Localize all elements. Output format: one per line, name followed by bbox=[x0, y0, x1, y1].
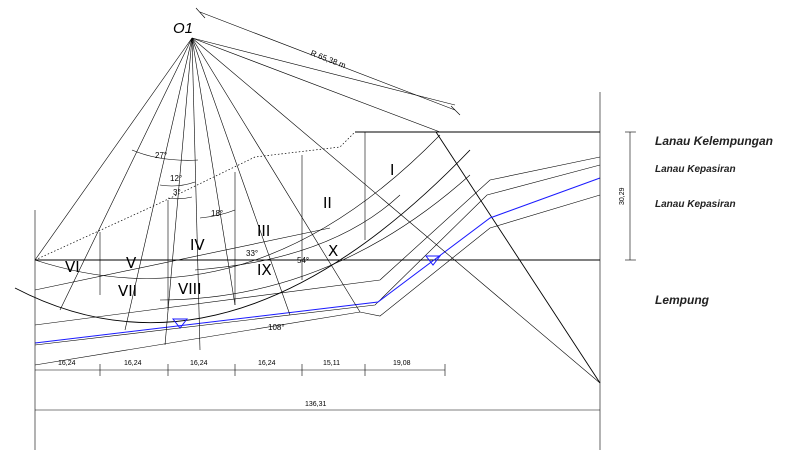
slice-label-9: IX bbox=[257, 261, 272, 279]
angle-label-12: 12° bbox=[170, 174, 182, 183]
layer-label-4: Lempung bbox=[655, 293, 710, 307]
angle-arcs bbox=[131, 149, 236, 219]
angle-label-54: 54° bbox=[297, 256, 309, 265]
layer-label-2: Lanau Kepasiran bbox=[655, 164, 736, 175]
slice-lines bbox=[99, 132, 366, 310]
dim-label-3: 16,24 bbox=[190, 360, 208, 367]
radius-dimension bbox=[195, 7, 461, 116]
dim-label-2: 16,24 bbox=[124, 360, 142, 367]
slip-arcs bbox=[14, 134, 471, 323]
angle-label-3: 3° bbox=[173, 188, 181, 197]
total-dim-label: 136,31 bbox=[305, 401, 327, 408]
layer-boundaries bbox=[34, 156, 601, 366]
slice-label-6: VI bbox=[65, 258, 80, 276]
angle-label-108: 108° bbox=[268, 323, 285, 332]
dim-label-5: 15,11 bbox=[323, 360, 340, 367]
layer-label-1: Lanau Kelempungan bbox=[655, 134, 773, 148]
layer-label-3: Lanau Kepasiran bbox=[655, 199, 736, 210]
bottom-dimensions bbox=[34, 92, 601, 450]
water-table-markers bbox=[171, 255, 442, 329]
slice-label-4: IV bbox=[190, 236, 205, 254]
slice-label-10: X bbox=[328, 242, 338, 260]
angle-label-18: 18° bbox=[211, 209, 223, 218]
angle-label-27: 27° bbox=[155, 151, 167, 160]
slice-label-7: VII bbox=[118, 282, 137, 300]
angle-label-33: 33° bbox=[246, 249, 258, 258]
dim-label-6: 19,08 bbox=[393, 360, 411, 367]
height-dimension bbox=[625, 131, 636, 261]
radial-lines bbox=[34, 37, 601, 384]
center-label: O1 bbox=[173, 20, 193, 37]
slice-label-3: III bbox=[257, 222, 270, 240]
slice-label-2: II bbox=[323, 194, 332, 212]
dim-label-1: 16,24 bbox=[58, 360, 76, 367]
height-dim-label: 30,29 bbox=[619, 187, 626, 205]
slice-label-5: V bbox=[126, 254, 137, 272]
slice-label-8: VIII bbox=[178, 280, 202, 298]
ground-surface bbox=[34, 131, 601, 384]
dim-label-4: 16,24 bbox=[258, 360, 276, 367]
radius-label: R 65,38 m bbox=[309, 48, 347, 70]
slice-label-1: I bbox=[390, 161, 394, 179]
